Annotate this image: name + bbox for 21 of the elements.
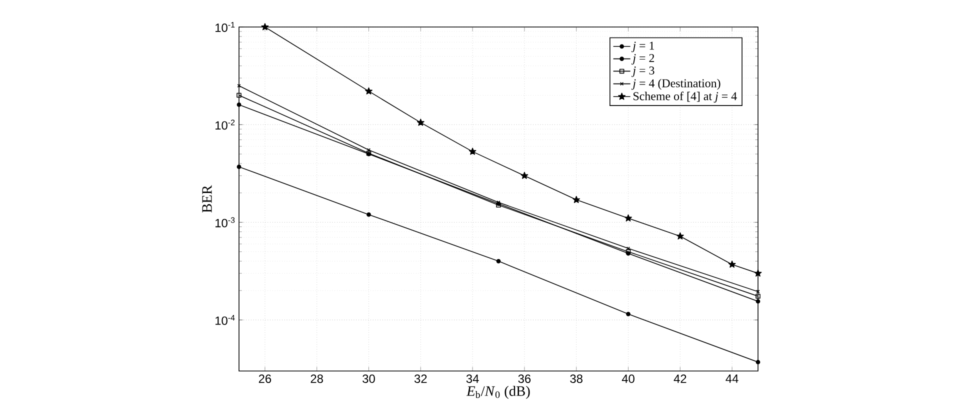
x-tick-label: 28 (310, 374, 323, 383)
legend-label: Scheme of [4] atj = 4 (634, 92, 737, 103)
y-tick-label: 10$^{-1}$ (216, 22, 235, 32)
y-tick-label: 10$^{-4}$ (216, 314, 235, 325)
x-tick-label: 44 (726, 374, 738, 383)
legend-label: j = 2 (631, 54, 654, 65)
legend-label: j = 3 (631, 66, 654, 77)
y-tick-label: 10$^{-3}$ (216, 217, 235, 228)
x-axis-title: E$_{b}$/N$_{0}$ (dB) (466, 386, 530, 399)
x-tick-label: 36 (518, 374, 531, 383)
y-axis-title: BER (202, 185, 212, 213)
x-tick-label: 34 (466, 374, 479, 383)
legend-label: j = 1 (631, 42, 654, 52)
x-tick-label: 30 (362, 374, 375, 383)
x-tick-label: 42 (674, 374, 686, 383)
x-tick-label: 40 (622, 374, 634, 383)
x-tick-label: 26 (258, 374, 272, 383)
x-tick-label: 38 (570, 374, 582, 383)
y-tick-label: 10$^{-2}$ (216, 120, 235, 130)
legend-label: j = 4 (Destination) (631, 78, 720, 90)
x-tick-label: 32 (414, 374, 427, 383)
